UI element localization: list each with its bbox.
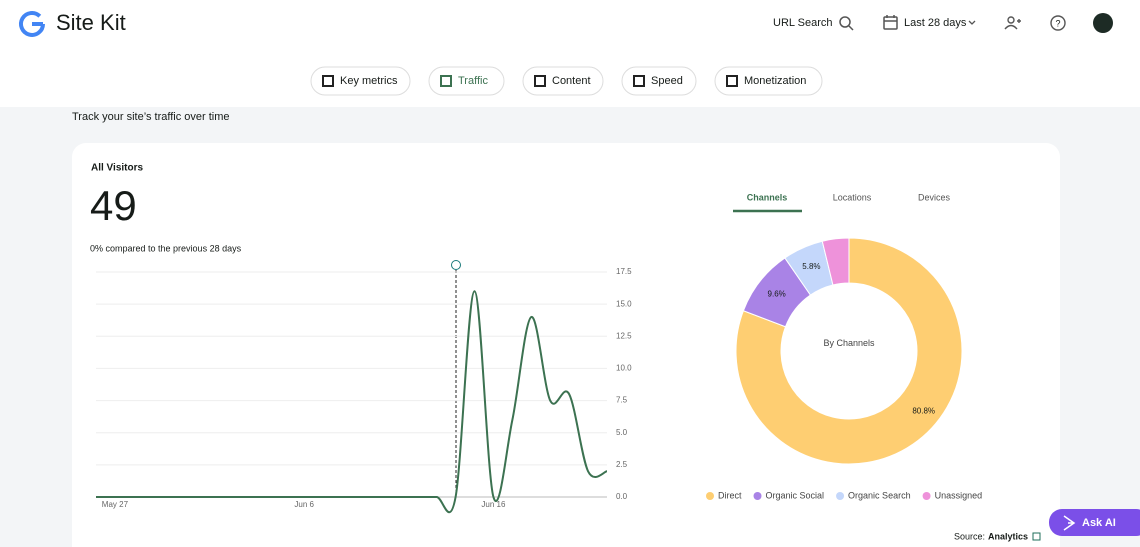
x-tick-label: May 27: [102, 500, 129, 509]
nav-tab-icon[interactable]: [726, 75, 738, 87]
legend-swatch: [753, 492, 762, 500]
legend-swatch: [836, 492, 845, 500]
nav-tab[interactable]: [310, 66, 411, 96]
legend-swatch: [706, 492, 714, 500]
data-label: 5.8%: [802, 262, 820, 271]
nav-tab-icon[interactable]: [633, 75, 645, 87]
ask-ai-label[interactable]: Ask AI: [1082, 517, 1116, 529]
legend-swatch: [922, 492, 931, 500]
nav-tab[interactable]: [428, 66, 505, 96]
card-title: All Visitors: [91, 163, 143, 174]
y-tick-label: 10.0: [616, 364, 632, 373]
search-icon[interactable]: [839, 16, 854, 31]
nav-tab-label[interactable]: Content: [552, 75, 591, 87]
nav-tab-label[interactable]: Monetization: [744, 75, 806, 87]
legend-label: Organic Search: [848, 490, 911, 500]
help-icon[interactable]: ?: [1050, 15, 1066, 31]
annotation-icon[interactable]: [451, 260, 461, 270]
avatar[interactable]: [1093, 13, 1113, 33]
nav-tab-label[interactable]: Speed: [651, 75, 683, 87]
y-tick-label: 0.0: [616, 492, 628, 501]
url-search[interactable]: URL Search: [773, 17, 833, 29]
external-icon[interactable]: [1032, 532, 1041, 541]
donut-slice: [735, 237, 963, 465]
source-label: Source:: [954, 531, 985, 541]
nav-tab-icon[interactable]: [440, 75, 452, 87]
comparison: 0% compared to the previous 28 days: [90, 243, 242, 253]
nav-tab-label[interactable]: Traffic: [458, 75, 488, 87]
ask-ai-icon[interactable]: [1063, 515, 1076, 531]
card: [72, 143, 1060, 547]
legend-label: Direct: [718, 490, 742, 500]
dimension-tabs: Channels Locations Devices: [747, 192, 951, 202]
nav-tab-label[interactable]: Key metrics: [340, 75, 398, 87]
x-tick-label: Jun 6: [294, 500, 314, 509]
brand: Site Kit: [56, 10, 126, 35]
x-tick-label: Jun 16: [481, 500, 506, 509]
nav-tab[interactable]: [621, 66, 697, 96]
source-link[interactable]: Analytics: [988, 531, 1028, 541]
svg-text:?: ?: [1055, 18, 1060, 28]
legend-label: Organic Social: [766, 490, 825, 500]
y-tick-label: 12.5: [616, 331, 632, 340]
chevron[interactable]: [968, 20, 976, 25]
section-subtitle: Track your site’s traffic over time: [72, 111, 230, 123]
total-visitors: 49: [90, 182, 137, 229]
y-tick-label: 5.0: [616, 428, 628, 437]
calendar-icon[interactable]: [883, 15, 898, 30]
y-tick-label: 17.5: [616, 267, 632, 276]
y-tick-label: 7.5: [616, 396, 628, 405]
y-tick-label: 15.0: [616, 299, 632, 308]
nav: Key metrics Traffic Content Speed Monetizati…: [310, 66, 823, 96]
google-logo: [19, 10, 45, 37]
dimension-tab[interactable]: Locations: [833, 192, 872, 202]
date-range[interactable]: Last 28 days: [904, 17, 967, 29]
nav-tab[interactable]: [522, 66, 604, 96]
nav-tab-icon[interactable]: [534, 75, 546, 87]
dimension-tab[interactable]: Devices: [918, 192, 951, 202]
data-label: 80.8%: [912, 406, 935, 415]
dimension-tab[interactable]: Channels: [747, 192, 788, 202]
add-user-icon[interactable]: [1004, 16, 1021, 30]
data-label: 9.6%: [768, 289, 786, 298]
donut-center-label: By Channels: [823, 338, 875, 348]
legend-label: Unassigned: [935, 490, 983, 500]
ask-ai-button[interactable]: [1049, 509, 1140, 536]
nav-tab[interactable]: [714, 66, 823, 96]
y-tick-label: 2.5: [616, 460, 628, 469]
nav-tab-icon[interactable]: [322, 75, 334, 87]
donut-slice: [821, 237, 850, 286]
line: [96, 290, 608, 514]
